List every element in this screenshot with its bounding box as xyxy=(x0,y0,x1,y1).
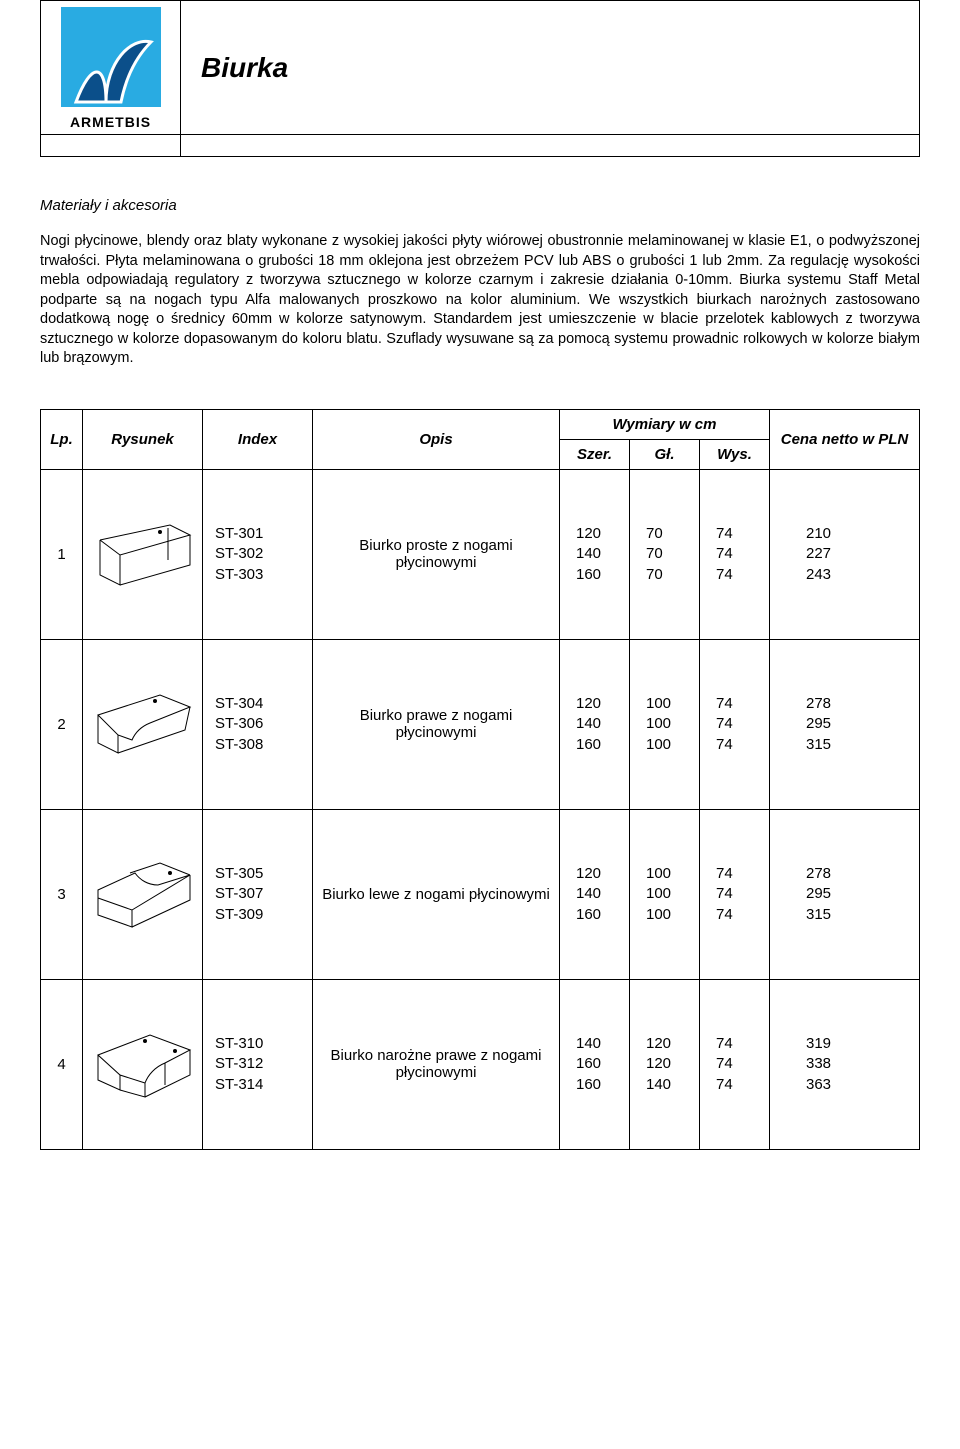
cell-wys: 74 74 74 xyxy=(700,469,770,639)
table-row: 1 ST-301 ST-302 ST-303 Biurko proste z n… xyxy=(41,469,920,639)
th-index: Index xyxy=(203,409,313,469)
th-lp: Lp. xyxy=(41,409,83,469)
table-row: 3 ST-305 ST-307 ST-309 Biurko lewe z nog… xyxy=(41,809,920,979)
desk-corner-right-icon xyxy=(90,1025,195,1100)
page-title: Biurka xyxy=(201,52,919,84)
th-wys: Wys. xyxy=(700,439,770,469)
th-szer: Szer. xyxy=(560,439,630,469)
desk-straight-icon xyxy=(90,515,195,590)
cell-szer: 140 160 160 xyxy=(560,979,630,1149)
cell-szer: 120 140 160 xyxy=(560,809,630,979)
cell-drawing xyxy=(83,809,203,979)
logo-icon xyxy=(56,7,166,112)
logo-cell: ARMETBIS xyxy=(41,1,181,135)
cell-wys: 74 74 74 xyxy=(700,979,770,1149)
cell-lp: 2 xyxy=(41,639,83,809)
cell-szer: 120 140 160 xyxy=(560,639,630,809)
products-table: Lp. Rysunek Index Opis Wymiary w cm Cena… xyxy=(40,409,920,1150)
brand-name: ARMETBIS xyxy=(45,114,176,130)
cell-gl: 100 100 100 xyxy=(630,639,700,809)
cell-szer: 120 140 160 xyxy=(560,469,630,639)
cell-cena: 278 295 315 xyxy=(770,809,920,979)
th-rysunek: Rysunek xyxy=(83,409,203,469)
table-header-row: Lp. Rysunek Index Opis Wymiary w cm Cena… xyxy=(41,409,920,439)
cell-drawing xyxy=(83,469,203,639)
page: ARMETBIS Biurka Materiały i akcesoria No… xyxy=(0,0,960,1190)
cell-opis: Biurko lewe z nogami płycinowymi xyxy=(313,809,560,979)
body-text: Nogi płycinowe, blendy oraz blaty wykona… xyxy=(40,232,920,369)
cell-gl: 70 70 70 xyxy=(630,469,700,639)
cell-lp: 3 xyxy=(41,809,83,979)
table-row: 2 ST-304 ST-306 ST-308 Biurko prawe z no… xyxy=(41,639,920,809)
cell-wys: 74 74 74 xyxy=(700,639,770,809)
cell-opis: Biurko proste z nogami płycinowymi xyxy=(313,469,560,639)
cell-index: ST-310 ST-312 ST-314 xyxy=(203,979,313,1149)
cell-gl: 120 120 140 xyxy=(630,979,700,1149)
desk-left-icon xyxy=(90,855,195,930)
cell-opis: Biurko prawe z nogami płycinowymi xyxy=(313,639,560,809)
table-row: 4 ST-310 ST-312 ST-314 Biurko narożne pr… xyxy=(41,979,920,1149)
th-gl: Gł. xyxy=(630,439,700,469)
cell-opis: Biurko narożne prawe z nogami płycinowym… xyxy=(313,979,560,1149)
desk-right-icon xyxy=(90,685,195,760)
section-heading: Materiały i akcesoria xyxy=(40,197,920,214)
cell-index: ST-301 ST-302 ST-303 xyxy=(203,469,313,639)
cell-wys: 74 74 74 xyxy=(700,809,770,979)
cell-gl: 100 100 100 xyxy=(630,809,700,979)
cell-drawing xyxy=(83,979,203,1149)
cell-lp: 1 xyxy=(41,469,83,639)
th-cena: Cena netto w PLN xyxy=(770,409,920,469)
title-cell: Biurka xyxy=(181,1,920,135)
th-opis: Opis xyxy=(313,409,560,469)
th-wymiary: Wymiary w cm xyxy=(560,409,770,439)
cell-cena: 278 295 315 xyxy=(770,639,920,809)
cell-index: ST-305 ST-307 ST-309 xyxy=(203,809,313,979)
cell-lp: 4 xyxy=(41,979,83,1149)
cell-drawing xyxy=(83,639,203,809)
header-table: ARMETBIS Biurka xyxy=(40,0,920,157)
cell-cena: 319 338 363 xyxy=(770,979,920,1149)
cell-index: ST-304 ST-306 ST-308 xyxy=(203,639,313,809)
cell-cena: 210 227 243 xyxy=(770,469,920,639)
